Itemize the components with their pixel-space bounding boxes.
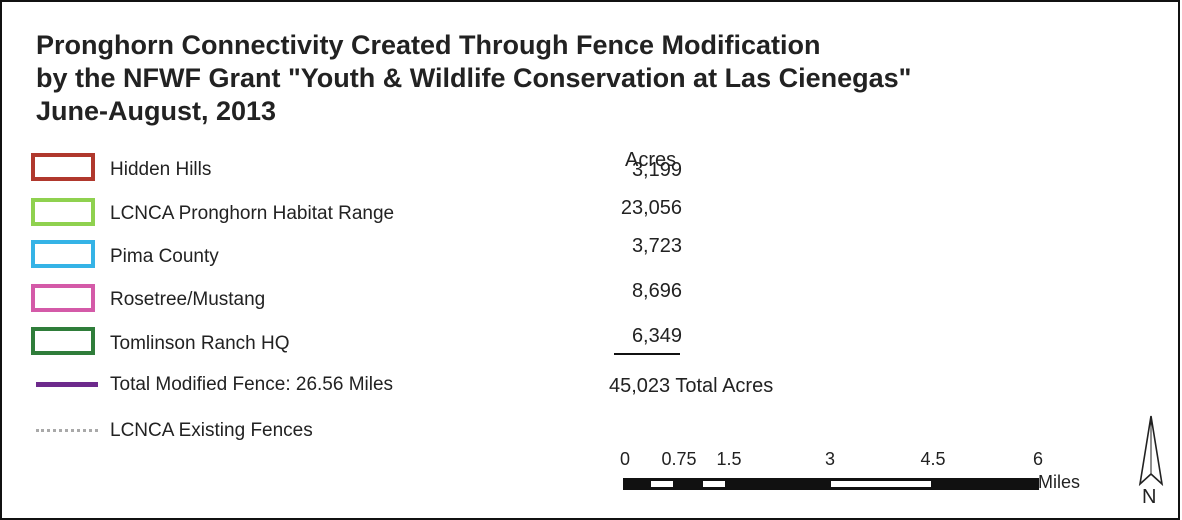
existing-fences-label: LCNCA Existing Fences — [110, 420, 313, 441]
acres-sum-underline — [614, 353, 680, 355]
hidden-hills-swatch — [31, 153, 95, 181]
modified-fence-line-symbol — [36, 382, 98, 387]
total-acres: 45,023 Total Acres — [609, 375, 774, 397]
scale-bar-segment — [703, 481, 725, 487]
scale-bar — [623, 478, 1039, 490]
pima-county-label: Pima County — [110, 246, 219, 267]
existing-fences-line-symbol — [36, 429, 98, 432]
scale-unit-label: Miles — [1038, 472, 1081, 492]
modified-fence-label: Total Modified Fence: 26.56 Miles — [110, 374, 394, 395]
scale-tick-label: 0.75 — [661, 449, 697, 469]
tomlinson-ranch-label: Tomlinson Ranch HQ — [110, 333, 290, 354]
pima-county-swatch — [31, 240, 95, 268]
pronghorn-habitat-acres: 23,056 — [620, 197, 682, 219]
north-arrow-icon — [1138, 415, 1164, 487]
scale-tick-label: 6 — [1032, 449, 1044, 469]
scale-tick-label: 3 — [824, 449, 836, 469]
north-label: N — [1142, 486, 1157, 508]
pima-county-acres: 3,723 — [631, 235, 682, 257]
scale-tick-label: 4.5 — [920, 449, 946, 469]
map-title-line-3: June-August, 2013 — [36, 96, 277, 126]
acres-column-header: Acres — [625, 149, 677, 171]
scale-tick-label: 1.5 — [716, 449, 742, 469]
rosetree-mustang-label: Rosetree/Mustang — [110, 289, 266, 310]
scale-tick-label: 0 — [619, 449, 631, 469]
scale-bar-segment — [651, 481, 673, 487]
hidden-hills-label: Hidden Hills — [110, 159, 212, 180]
tomlinson-ranch-acres: 6,349 — [631, 325, 682, 347]
pronghorn-habitat-swatch — [31, 198, 95, 226]
map-title-line-2: by the NFWF Grant "Youth & Wildlife Cons… — [36, 63, 912, 93]
rosetree-mustang-acres: 8,696 — [631, 280, 682, 302]
tomlinson-ranch-swatch — [31, 327, 95, 355]
map-title-line-1: Pronghorn Connectivity Created Through F… — [36, 30, 821, 60]
pronghorn-habitat-label: LCNCA Pronghorn Habitat Range — [110, 203, 395, 224]
rosetree-mustang-swatch — [31, 284, 95, 312]
hidden-hills-acres: 3,199 — [631, 159, 682, 181]
scale-bar-segment — [831, 481, 931, 487]
